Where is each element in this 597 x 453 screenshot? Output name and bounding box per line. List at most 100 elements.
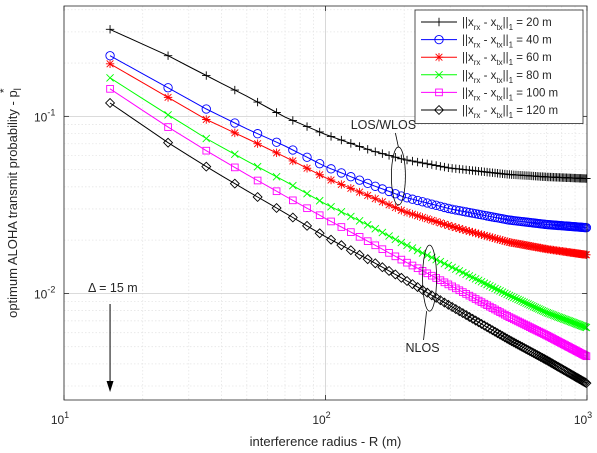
series-point [163,137,174,148]
legend-label-part: 1 [509,41,514,50]
series-point [390,269,401,280]
series-2 [105,51,592,233]
series-point [444,221,453,230]
series-point [422,198,432,208]
series-point [347,228,355,236]
series-point [408,156,417,166]
legend-label-part: = 100 m [513,87,558,99]
series-point [426,290,437,301]
series-point [540,354,551,365]
series-point [427,216,437,225]
series-point [407,279,418,290]
series-point [488,304,497,312]
series-point [496,287,504,295]
x-tick-exponent: 2 [326,410,331,420]
x-tick-base: 10 [312,413,326,427]
series-point [384,200,394,210]
series-point [272,148,281,158]
series-point [412,282,423,293]
series-point [327,202,335,211]
series-point [371,147,380,156]
legend-label-part: - x [480,52,496,64]
legend-label-part: - x [480,70,496,82]
legend-label-part: - x [480,105,496,117]
x-tick-exponent: 1 [64,410,69,420]
series-point [346,139,356,148]
series-point [230,150,239,159]
series-point [520,298,529,307]
legend-label-part: = 80 m [513,70,552,82]
series-point [491,305,499,314]
series-point [315,211,324,220]
legend-label-part: = 60 m [513,52,552,64]
legend-label-part: || [503,87,509,99]
series-point [253,162,262,171]
series-point [315,170,324,179]
series-point [461,310,472,321]
series-point [401,275,413,287]
legend-box [414,9,584,124]
series-point [468,228,477,237]
nlos-ellipse [422,244,437,312]
legend-item: ||xrx - xtx||1 = 60 m [421,52,552,67]
series-point [582,174,591,183]
series-point [580,322,589,331]
legend-label-part: tx [496,111,502,120]
series-4 [106,73,591,332]
series-point [423,159,432,169]
legend-marker [434,17,444,27]
series-point [346,212,355,221]
series-point [474,229,483,239]
series-point [524,300,532,308]
series-point [390,189,401,199]
series-point [417,197,428,207]
legend-label-part: ||x [462,87,474,99]
series-point [337,135,346,145]
series-point [542,355,553,366]
legend-item: ||xrx - xtx||1 = 120 m [421,104,558,120]
series-point [354,175,365,185]
y-tick-label: 10-1 [34,107,55,124]
series-point [201,104,211,114]
series-point [105,59,115,69]
series-point [470,209,481,219]
series-point [488,233,497,242]
y-axis-label-superscript: * [0,88,11,93]
series-point [493,306,502,315]
series-point [454,206,465,216]
series-point [412,195,423,206]
series-point [418,249,427,257]
series-point [271,137,282,147]
series-point [581,378,592,389]
legend-label-part: = 40 m [513,35,552,47]
series-point [558,314,567,323]
series-point [391,203,400,212]
legend-label-part: ||x [462,105,474,117]
series-point [326,175,336,185]
series-point [397,206,406,215]
series-point [464,311,475,322]
series-point [413,264,422,273]
series-point [164,123,172,131]
series-point [461,226,471,235]
legend-label-part: 1 [509,58,514,67]
series-point [385,232,393,240]
series-point [355,232,364,241]
series-point [302,152,312,162]
legend-label-part: = 20 m [513,17,552,29]
y-tick-exponent: -2 [47,284,55,294]
series-point [483,280,492,289]
series-point [363,191,372,200]
legend-label-part: rx [474,111,481,120]
series-point [302,122,312,131]
legend-label-part: || [503,70,509,82]
legend-label: ||xrx - xtx||1 = 100 m [462,87,558,102]
series-point [315,127,324,137]
legend-label-part: || [503,52,509,64]
series-point [496,308,504,316]
series-point [444,163,453,172]
series-point [272,108,281,117]
series-point [413,246,422,255]
legend-label-part: - x [480,87,496,99]
legend-label: ||xrx - xtx||1 = 120 m [462,105,558,120]
